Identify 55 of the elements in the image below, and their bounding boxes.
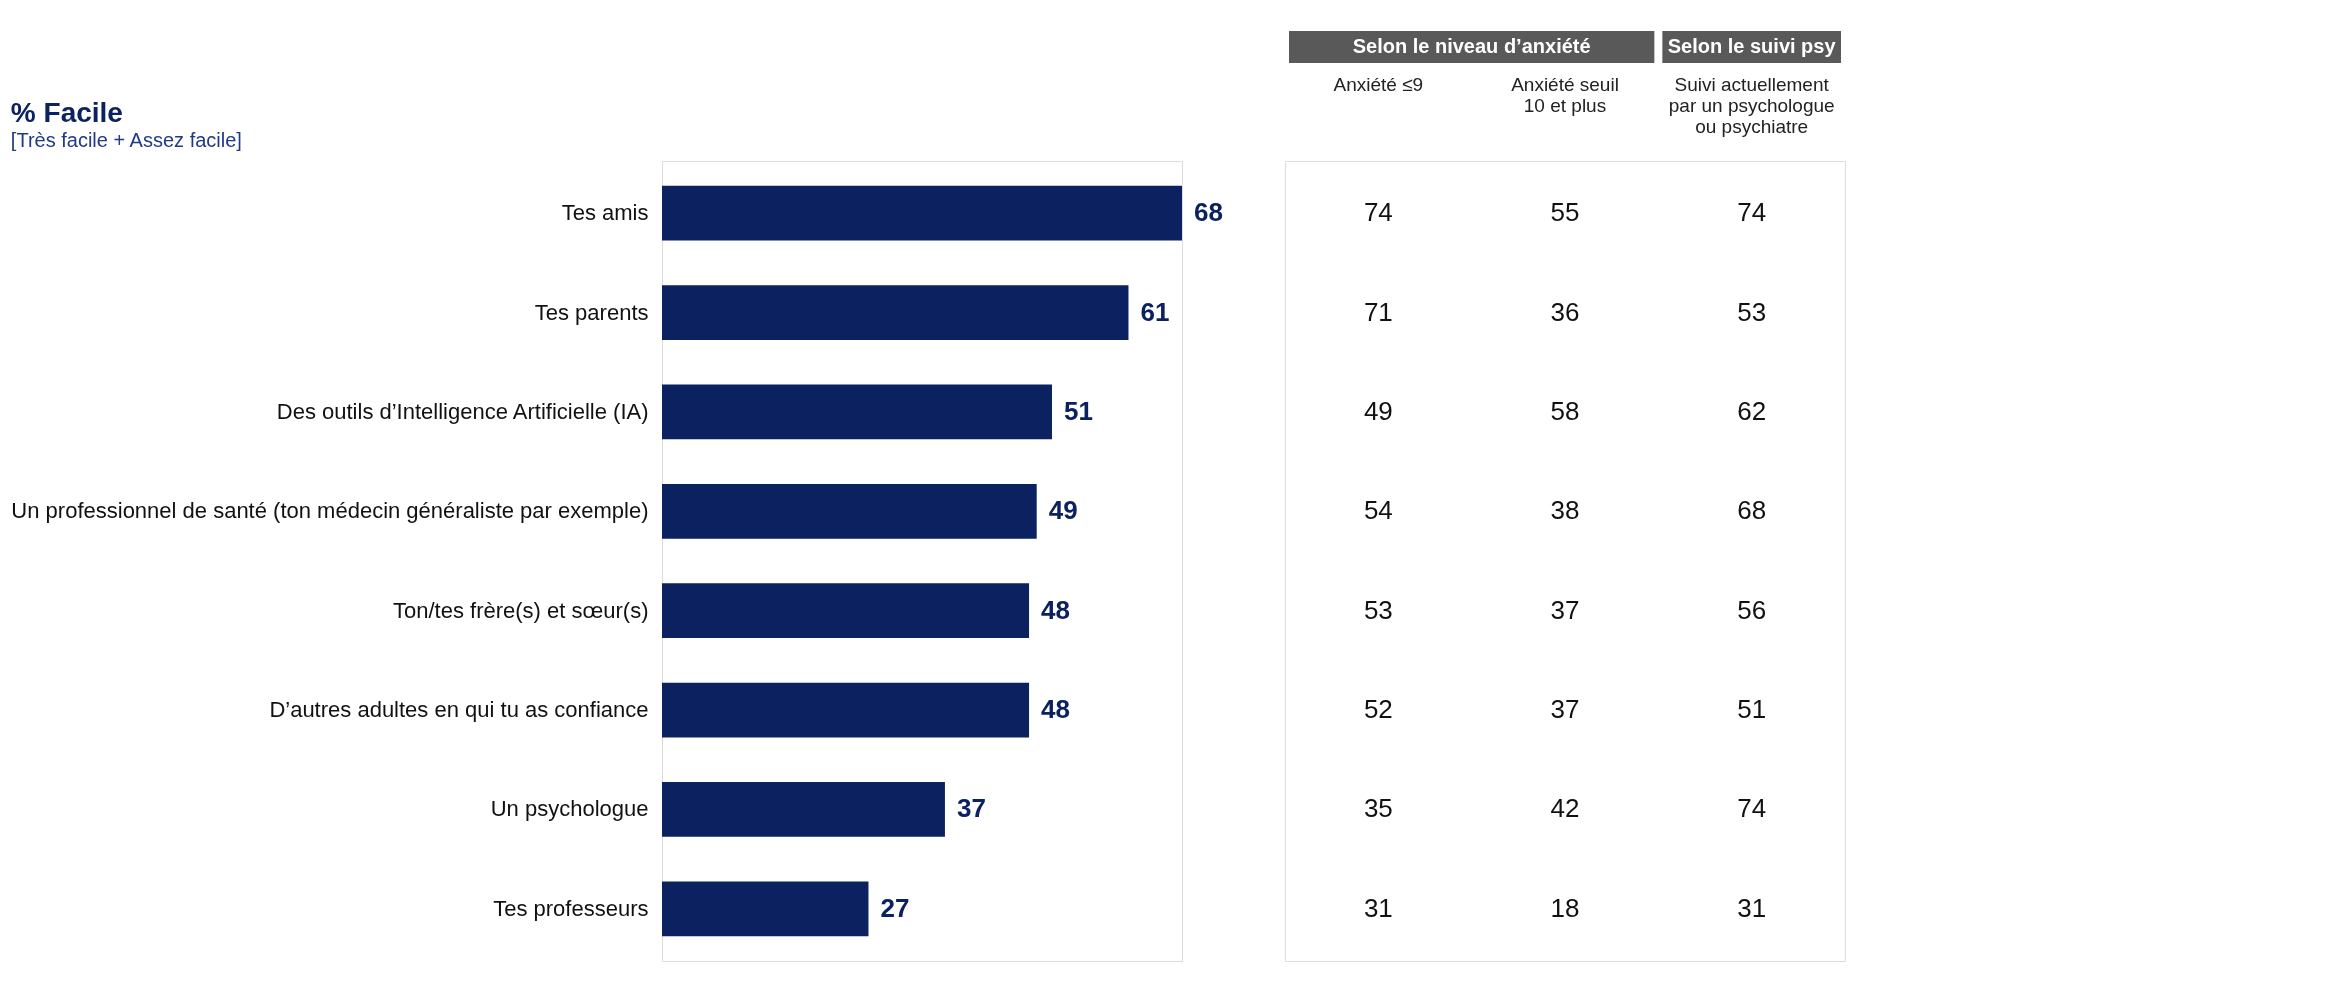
y-tick-label: Un psychologue [490,796,649,822]
data-label: 27 [880,892,910,923]
bar [662,881,869,937]
text: 51 [1737,694,1767,725]
text: 49 [1363,395,1393,426]
data-label: 68 [1194,197,1223,228]
bar [662,285,1129,340]
y-tick-label: Des outils d’Intelligence Artificielle (IA) [276,398,649,424]
text: 42 [1550,793,1580,824]
data-label: 48 [1041,694,1070,725]
text: 62 [1737,395,1767,426]
text: 56 [1737,594,1767,625]
text: Selon le niveau d’anxiété [1352,35,1591,57]
text: 35 [1363,793,1393,824]
text: [Très facile + Assez facile] [10,129,242,151]
y-tick-label: Tes professeurs [493,895,649,921]
text: % Facile [10,97,123,128]
text: Anxiété seuil 10 et plus [1511,74,1619,116]
bar [662,782,945,837]
y-tick-label: Un professionnel de santé (ton médecin généraliste par exemple) [11,498,649,524]
data-label: 48 [1041,594,1070,625]
text: 71 [1363,296,1393,327]
data-label: 51 [1064,395,1093,426]
text: 53 [1737,296,1767,327]
text: 37 [1550,694,1580,725]
text: 37 [1550,594,1580,625]
text: 74 [1363,197,1393,228]
bar [662,185,1182,241]
bar [662,384,1052,440]
text: 31 [1363,892,1393,923]
text: 74 [1737,793,1767,824]
text: 31 [1737,892,1767,923]
text: Suivi actuellement par un psychologue ou psychiatre [1668,74,1835,137]
bar [662,682,1030,738]
data-label: 37 [956,793,986,824]
text: Selon le suivi psy [1667,35,1837,57]
text: 68 [1737,495,1767,526]
text: Anxiété ≤9 [1333,74,1424,95]
text: 53 [1363,594,1393,625]
y-tick-label: Tes parents [534,299,649,325]
data-label: 61 [1140,296,1170,327]
text: 36 [1550,296,1580,327]
text: 58 [1550,395,1580,426]
y-tick-label: Ton/tes frère(s) et sœur(s) [393,597,649,623]
data-label: 49 [1048,495,1078,526]
text: 52 [1363,694,1393,725]
text: 38 [1550,495,1580,526]
text: 74 [1737,197,1767,228]
text: 18 [1550,892,1580,923]
y-tick-label: Tes amis [561,200,649,226]
bar [662,483,1037,539]
y-tick-label: D’autres adultes en qui tu as confiance [269,697,649,723]
bar [662,583,1030,639]
text: 54 [1363,495,1393,526]
text: 55 [1550,197,1580,228]
